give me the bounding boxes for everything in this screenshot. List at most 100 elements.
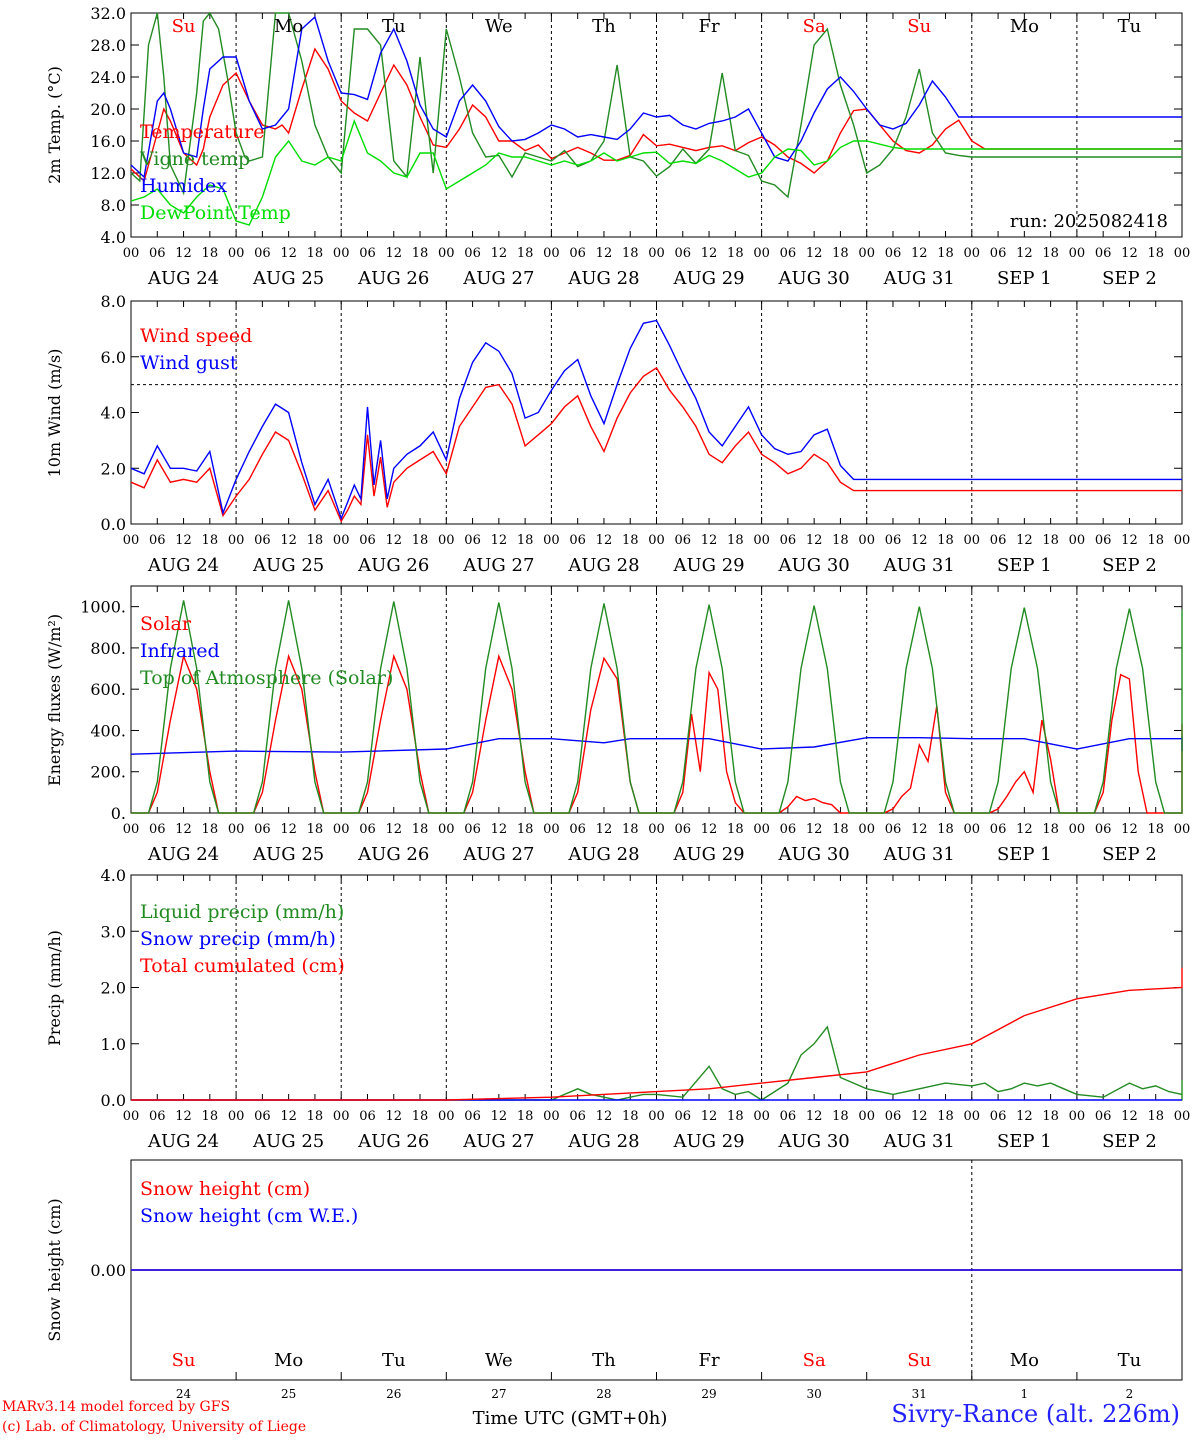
x-hour-label: 00 [438, 533, 455, 548]
x-hour-label: 12 [280, 1109, 297, 1124]
x-hour-label: 06 [149, 246, 166, 261]
x-hour-label: 12 [385, 822, 402, 837]
x-hour-label: 12 [911, 246, 928, 261]
x-hour-label: 18 [307, 1109, 324, 1124]
y-tick-label: 200. [90, 763, 126, 782]
series-line-dewpoint-temp [130, 118, 1182, 226]
legend-entry: Top of Atmosphere (Solar) [140, 667, 393, 689]
x-hour-label: 12 [175, 246, 192, 261]
legend-entry: Temperature [140, 121, 264, 143]
x-hour-label: 00 [228, 1109, 245, 1124]
weekday-label: Mo [1010, 1350, 1039, 1371]
x-hour-label: 06 [149, 533, 166, 548]
x-date-label: AUG 31 [883, 1131, 955, 1152]
y-axis-label: Energy fluxes (W/m²) [45, 614, 64, 786]
day-number-label: 28 [596, 1387, 611, 1401]
y-tick-label: 0.0 [101, 1091, 126, 1110]
x-hour-label: 18 [832, 246, 849, 261]
legend-entry: Humidex [140, 175, 227, 197]
x-hour-label: 18 [1147, 246, 1164, 261]
x-hour-label: 12 [385, 1109, 402, 1124]
x-hour-label: 06 [675, 533, 692, 548]
x-hour-label: 06 [885, 1109, 902, 1124]
x-hour-label: 18 [622, 533, 639, 548]
weekday-label: Mo [274, 16, 303, 37]
x-hour-label: 00 [438, 246, 455, 261]
x-hour-label: 12 [491, 1109, 508, 1124]
x-hour-label: 00 [1069, 822, 1086, 837]
x-hour-label: 00 [964, 246, 981, 261]
x-hour-label: 18 [727, 822, 744, 837]
x-hour-label: 00 [333, 822, 350, 837]
weekday-label: Su [907, 1350, 931, 1371]
y-tick-label: 4.0 [101, 228, 126, 247]
y-axis-label: Precip (mm/h) [45, 930, 64, 1046]
x-hour-label: 12 [1121, 533, 1138, 548]
legend-entry: Snow height (cm W.E.) [140, 1205, 358, 1227]
x-hour-label: 00 [858, 246, 875, 261]
x-hour-label: 00 [1069, 1109, 1086, 1124]
x-date-label: AUG 24 [147, 555, 219, 576]
x-hour-label: 18 [412, 822, 429, 837]
x-hour-label: 18 [517, 822, 534, 837]
x-hour-label: 00 [964, 1109, 981, 1124]
model-credit: MARv3.14 model forced by GFS [2, 1399, 231, 1415]
x-hour-label: 18 [937, 1109, 954, 1124]
x-hour-label: 00 [123, 246, 140, 261]
x-hour-label: 18 [622, 246, 639, 261]
x-date-label: AUG 29 [672, 1131, 744, 1152]
x-date-label: AUG 27 [462, 1131, 534, 1152]
x-hour-label: 06 [885, 822, 902, 837]
x-hour-label: 18 [202, 246, 219, 261]
x-hour-label: 06 [1095, 533, 1112, 548]
weekday-label: Th [592, 1350, 616, 1371]
x-hour-label: 00 [648, 533, 665, 548]
weekday-label: Tu [1118, 1350, 1142, 1371]
x-hour-label: 06 [780, 246, 797, 261]
x-hour-label: 00 [438, 822, 455, 837]
x-hour-label: 18 [1042, 822, 1059, 837]
series-line-wind-speed [130, 366, 1182, 523]
x-hour-label: 18 [832, 1109, 849, 1124]
day-number-label: 31 [912, 1387, 927, 1401]
x-date-label: AUG 26 [357, 844, 429, 865]
x-date-label: AUG 31 [883, 844, 955, 865]
x-hour-label: 12 [701, 1109, 718, 1124]
x-hour-label: 18 [202, 1109, 219, 1124]
x-hour-label: 12 [596, 533, 613, 548]
x-hour-label: 06 [359, 246, 376, 261]
x-hour-label: 12 [1016, 533, 1033, 548]
x-hour-label: 12 [911, 822, 928, 837]
legend-entry: Snow height (cm) [140, 1178, 310, 1200]
x-hour-label: 12 [491, 822, 508, 837]
y-tick-label: 1.0 [101, 1035, 126, 1054]
x-hour-label: 06 [780, 822, 797, 837]
x-hour-label: 00 [123, 822, 140, 837]
weekday-label: Sa [803, 1350, 826, 1371]
legend-entry: Liquid precip (mm/h) [140, 901, 344, 923]
x-hour-label: 06 [569, 246, 586, 261]
x-hour-label: 06 [254, 822, 271, 837]
x-date-label: AUG 27 [462, 844, 534, 865]
y-tick-label: 6.0 [101, 348, 126, 367]
y-tick-label: 32.0 [90, 4, 126, 23]
x-hour-label: 06 [1095, 822, 1112, 837]
x-hour-label: 00 [858, 1109, 875, 1124]
x-hour-label: 00 [964, 822, 981, 837]
y-tick-label: 3.0 [101, 922, 126, 941]
series-line-vigne-temp [130, 11, 1182, 199]
y-tick-label: 2.0 [101, 459, 126, 478]
x-date-label: AUG 31 [883, 555, 955, 576]
x-hour-label: 00 [333, 246, 350, 261]
day-number-label: 29 [701, 1387, 716, 1401]
x-hour-label: 12 [1121, 246, 1138, 261]
x-hour-label: 00 [543, 533, 560, 548]
x-date-label: AUG 29 [672, 268, 744, 289]
x-hour-label: 12 [175, 822, 192, 837]
x-hour-label: 06 [1095, 1109, 1112, 1124]
x-date-label: SEP 2 [1102, 555, 1157, 576]
x-date-label: AUG 30 [778, 844, 850, 865]
x-hour-label: 18 [937, 822, 954, 837]
weekday-label: Su [172, 1350, 196, 1371]
